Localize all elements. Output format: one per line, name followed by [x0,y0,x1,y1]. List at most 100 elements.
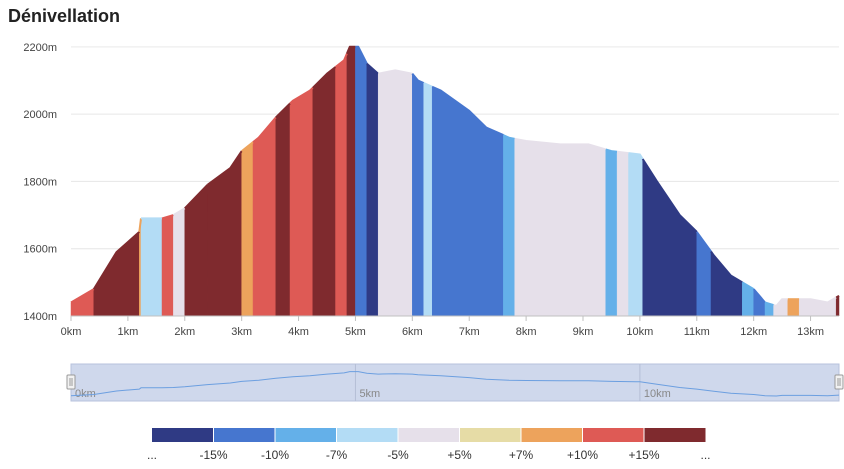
x-tick-label: 6km [402,326,423,338]
grade-band[interactable] [696,231,712,317]
navigator-label: 5km [359,388,380,400]
profile-segment [502,134,515,140]
y-tick-label: 1600m [23,244,57,256]
profile-line [70,45,840,307]
profile-segment [289,87,314,105]
grade-band[interactable] [312,66,336,317]
x-tick-label: 12km [740,326,767,338]
grade-band[interactable] [355,46,368,317]
navigator-handle[interactable] [834,374,844,390]
profile-segment [616,150,629,155]
legend-label: +5% [447,448,472,462]
profile-segment [628,152,644,160]
grade-band[interactable] [787,298,800,317]
grade-band[interactable] [252,116,277,317]
profile-segment [752,288,766,304]
legend-swatch [213,428,275,442]
x-tick-label: 2km [174,326,195,338]
grade-band[interactable] [753,288,766,317]
profile-segment [764,301,774,307]
grade-band[interactable] [616,151,629,317]
grade-band[interactable] [710,250,743,317]
navigator-label: 0km [75,388,96,400]
profile-segment [138,218,142,233]
profile-segment [206,150,243,186]
legend-swatch [582,428,644,442]
grade-band[interactable] [289,87,314,317]
y-tick-label: 2000m [23,109,57,121]
legend-label: ... [700,448,710,462]
x-tick-label: 13km [797,326,824,338]
x-tick-label: 1km [117,326,138,338]
y-tick-label: 1400m [23,311,57,323]
legend-swatch [459,428,521,442]
legend-swatch [398,428,460,442]
x-tick-label: 11km [684,326,710,338]
x-tick-label: 8km [516,326,537,338]
grade-band[interactable] [835,295,840,317]
navigator-label: 10km [644,388,671,400]
x-tick-label: 9km [573,326,594,338]
grade-legend: ... -15% -10% -7% -5% +5% +7% +10% +15%... [147,428,711,462]
grade-band[interactable] [377,70,413,317]
legend-label: +15% [628,448,659,462]
profile-segment [275,102,291,119]
navigator-handle[interactable] [66,374,76,390]
profile-segment [423,82,433,88]
grade-band[interactable] [431,86,504,317]
grade-band[interactable] [423,82,433,317]
range-navigator: 0km 5km 10km [66,363,844,402]
profile-segment [312,66,337,89]
grade-band[interactable] [140,218,163,317]
profile-segment [773,298,788,307]
grade-band[interactable] [335,53,348,317]
x-tick-label: 0km [61,326,82,338]
legend-swatch [336,428,398,442]
grade-band[interactable] [642,158,698,317]
profile-segment [241,141,254,152]
legend-label: -10% [261,448,289,462]
grade-band[interactable] [366,63,379,317]
grade-bands [70,46,840,317]
profile-segment [345,45,356,54]
grade-band[interactable] [514,138,607,317]
profile-segment [366,62,379,75]
grade-band[interactable] [346,46,356,317]
legend-label: -15% [199,448,227,462]
profile-segment [411,73,425,84]
grade-band[interactable] [173,207,186,317]
profile-segment [741,281,755,290]
grade-band[interactable] [70,288,95,317]
navigator-series [70,371,840,397]
profile-segment [92,231,140,290]
legend-label: -7% [326,448,348,462]
profile-segment [378,69,413,75]
grade-band[interactable] [412,73,424,317]
x-axis: 0km 1km 2km 3km 4km 5km 6km 7km 8km 9km 10km 11km 12… [61,315,839,338]
grade-band[interactable] [161,214,174,317]
profile-segment [710,250,743,284]
grade-band[interactable] [605,149,618,317]
profile-segment [161,214,174,220]
legend-swatch [644,428,706,442]
y-tick-label: 1800m [23,176,57,188]
grade-band[interactable] [628,152,643,317]
x-tick-label: 4km [288,326,309,338]
grade-band[interactable] [275,102,291,317]
profile-segment [514,137,607,151]
profile-segment [605,148,618,153]
grade-band[interactable] [503,134,515,317]
profile-segment [172,207,186,216]
legend-swatch [275,428,337,442]
profile-segment [431,85,504,137]
grade-band[interactable] [207,150,242,317]
x-tick-label: 5km [345,326,366,338]
y-axis: 1400m 1600m 1800m 2000m 2200m [23,42,57,323]
navigator-mask[interactable] [70,363,840,402]
profile-segment [641,158,698,233]
grade-band[interactable] [93,231,140,317]
profile-segment [252,116,277,143]
grade-band[interactable] [241,141,254,317]
chart-title: Dénivellation [8,6,121,26]
